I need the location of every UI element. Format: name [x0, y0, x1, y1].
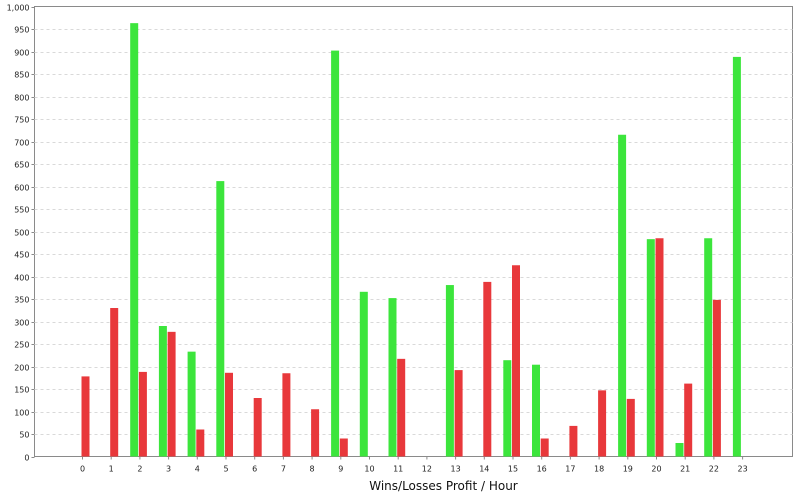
x-tick-label: 9 [338, 465, 343, 474]
loss-bar [540, 438, 549, 457]
y-tick-label: 750 [14, 116, 29, 125]
loss-bar [110, 308, 119, 457]
y-tick-label: 600 [14, 184, 29, 193]
x-tick-label: 20 [651, 465, 661, 474]
loss-bar [81, 376, 90, 457]
y-tick-label: 50 [19, 431, 29, 440]
win-bar [158, 326, 167, 457]
y-tick-label: 800 [14, 94, 29, 103]
y-tick-label: 250 [14, 341, 29, 350]
win-bar [503, 360, 512, 457]
loss-bar [253, 398, 262, 457]
x-tick-label: 12 [422, 465, 432, 474]
y-tick-label: 650 [14, 161, 29, 170]
x-tick-label: 0 [80, 465, 85, 474]
win-bar [130, 23, 139, 457]
x-tick-label: 4 [195, 465, 200, 474]
x-tick-label: 8 [310, 465, 315, 474]
x-tick-label: 5 [223, 465, 228, 474]
win-bar [445, 285, 454, 457]
x-tick-label: 19 [623, 465, 633, 474]
x-tick-label: 3 [166, 465, 171, 474]
y-tick-label: 200 [14, 364, 29, 373]
y-tick-label: 500 [14, 229, 29, 238]
y-tick-label: 0 [24, 454, 29, 463]
y-tick-label: 450 [14, 251, 29, 260]
loss-bar [569, 425, 578, 457]
win-bar [704, 238, 713, 457]
win-bar [732, 56, 741, 457]
loss-bar [339, 438, 348, 457]
loss-bar [196, 429, 205, 457]
win-bar [359, 291, 368, 457]
win-bar [618, 134, 627, 457]
win-bar [388, 298, 397, 457]
x-tick-label: 6 [252, 465, 257, 474]
y-tick-label: 100 [14, 409, 29, 418]
x-tick-label: 7 [281, 465, 286, 474]
win-bar [331, 50, 340, 457]
x-tick-label: 11 [393, 465, 403, 474]
x-tick-label: 22 [709, 465, 719, 474]
y-tick-label: 950 [14, 26, 29, 35]
x-tick-label: 10 [364, 465, 374, 474]
loss-bar [483, 281, 492, 457]
y-tick-label: 550 [14, 206, 29, 215]
x-tick-label: 13 [451, 465, 461, 474]
loss-bar [598, 390, 607, 457]
win-bar [532, 364, 540, 457]
loss-bar [684, 383, 693, 457]
gridlines [34, 29, 793, 435]
loss-bar [626, 398, 635, 457]
win-bar [675, 443, 684, 457]
y-tick-label: 900 [14, 49, 29, 58]
y-tick-label: 700 [14, 139, 29, 148]
x-axis-title: Wins/Losses Profit / Hour [369, 479, 518, 493]
x-tick-label: 1 [109, 465, 114, 474]
x-tick-label: 21 [680, 465, 690, 474]
loss-bar [454, 370, 463, 457]
loss-bar [311, 409, 320, 457]
loss-bar [397, 358, 406, 457]
y-tick-label: 350 [14, 296, 29, 305]
x-tick-label: 15 [508, 465, 518, 474]
loss-bar [282, 373, 291, 457]
loss-bar [167, 331, 176, 457]
loss-bar [512, 265, 520, 457]
y-tick-label: 1,000 [7, 4, 30, 13]
loss-bar [225, 372, 233, 457]
loss-bar [712, 299, 721, 457]
bars [81, 23, 741, 457]
loss-bar [138, 371, 147, 457]
y-tick-label: 300 [14, 319, 29, 328]
x-tick-label: 2 [137, 465, 142, 474]
y-tick-label: 850 [14, 71, 29, 80]
x-tick-label: 16 [537, 465, 547, 474]
win-bar [216, 181, 225, 457]
y-tick-label: 400 [14, 274, 29, 283]
win-bar [187, 351, 196, 457]
x-tick-label: 17 [565, 465, 575, 474]
x-tick-label: 23 [738, 465, 748, 474]
x-tick-label: 18 [594, 465, 604, 474]
loss-bar [655, 238, 664, 457]
y-tick-label: 150 [14, 386, 29, 395]
x-tick-label: 14 [479, 465, 489, 474]
axes: 0501001502002503003504004505005506006507… [7, 4, 748, 474]
win-bar [646, 239, 655, 457]
